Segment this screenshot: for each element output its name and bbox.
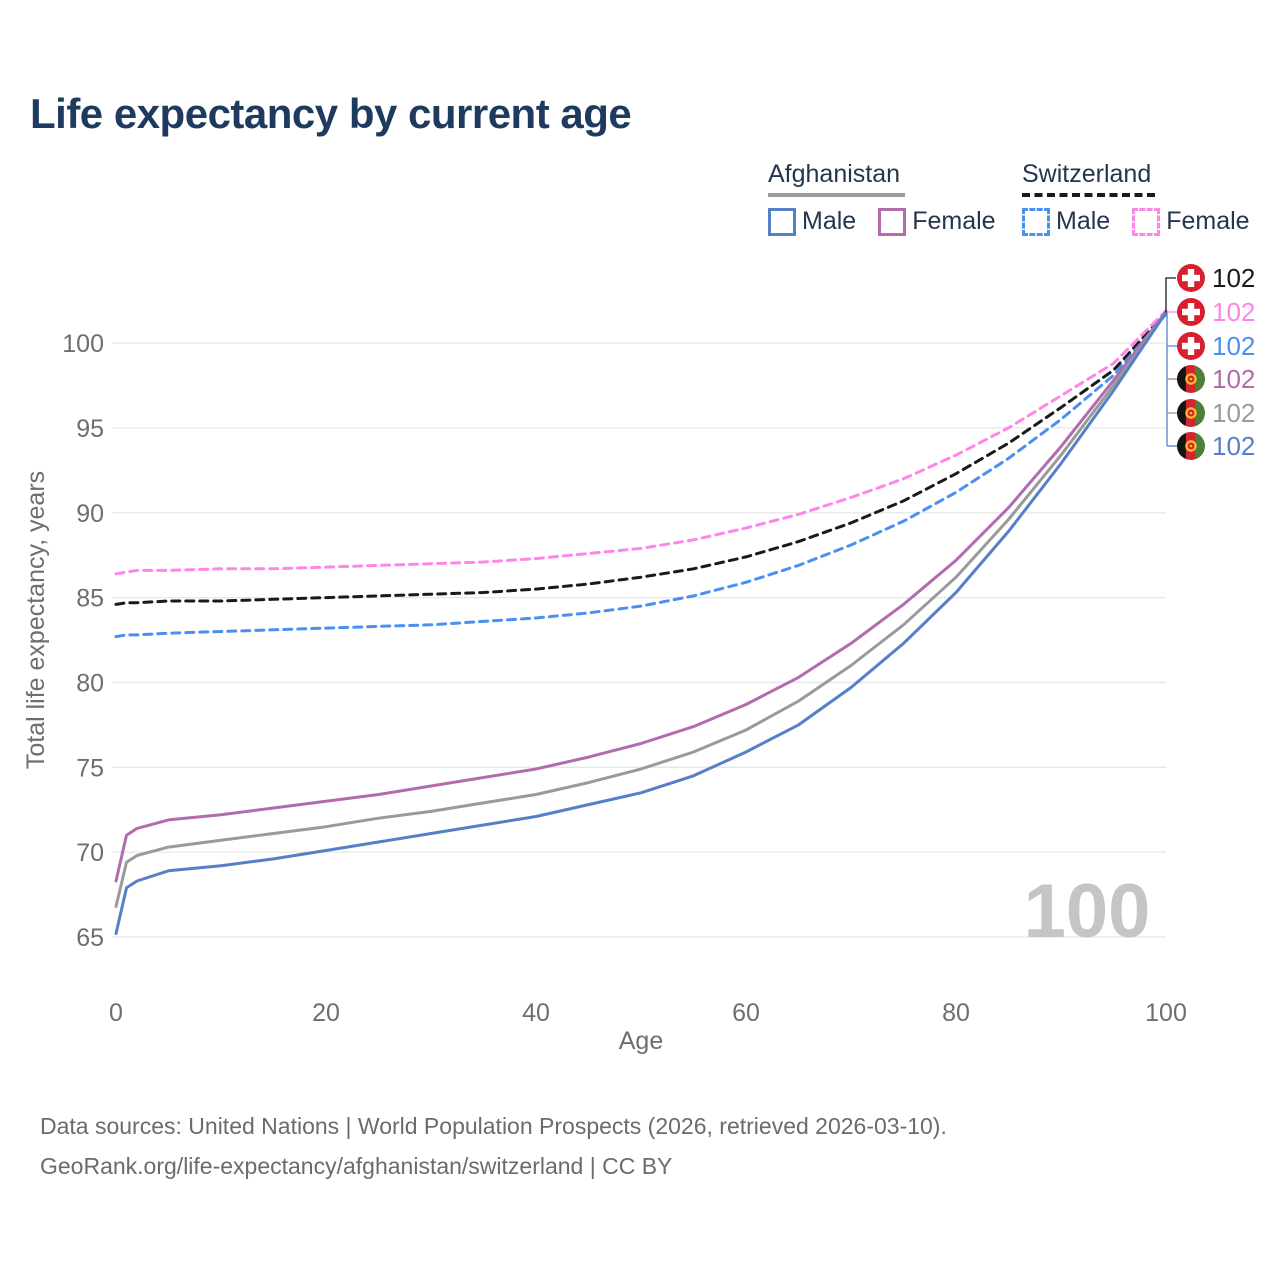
legend-country-switzerland[interactable]: Switzerland — [1022, 160, 1152, 188]
legend-group-afghanistan: Afghanistan Male Female — [768, 160, 996, 236]
leader-line — [1165, 277, 1176, 313]
end-value-label: 102 — [1212, 364, 1255, 394]
afghanistan-male-swatch — [768, 207, 796, 236]
switzerland-line-sample — [1022, 193, 1155, 197]
afghanistan-line-sample — [768, 193, 905, 197]
x-tick-label: 20 — [312, 999, 340, 1027]
series-line-switzerland-both-sexes — [114, 311, 1168, 606]
end-value-label: 102 — [1212, 297, 1255, 327]
legend-label: Female — [912, 207, 996, 235]
legend-item-afghanistan-male[interactable]: Male — [768, 207, 856, 236]
afghanistan-flag-icon — [1177, 365, 1205, 393]
x-axis-title: Age — [619, 1027, 663, 1055]
y-tick-label: 85 — [76, 585, 104, 613]
series-line-switzerland-male — [114, 312, 1168, 639]
legend-item-afghanistan-female[interactable]: Female — [878, 207, 996, 236]
end-value-label: 102 — [1212, 431, 1255, 461]
y-tick-label: 80 — [76, 669, 104, 697]
legend-item-switzerland-female[interactable]: Female — [1132, 207, 1250, 236]
x-tick-label: 80 — [942, 999, 970, 1027]
y-tick-label: 100 — [62, 330, 104, 358]
afghanistan-flag-icon — [1177, 399, 1205, 427]
switzerland-male-swatch — [1022, 207, 1050, 236]
legend-item-switzerland-male[interactable]: Male — [1022, 207, 1110, 236]
footer: Data sources: United Nations | World Pop… — [40, 1106, 947, 1186]
afghanistan-flag-icon — [1177, 432, 1205, 460]
series-line-switzerland-female — [114, 309, 1168, 576]
end-value-label: 102 — [1212, 263, 1255, 293]
legend-label: Female — [1166, 207, 1250, 235]
x-tick-label: 0 — [109, 999, 123, 1027]
legend-group-switzerland: Switzerland Male Female — [1022, 160, 1250, 236]
end-value-label: 102 — [1212, 331, 1255, 361]
x-tick-label: 60 — [732, 999, 760, 1027]
x-tick-label: 40 — [522, 999, 550, 1027]
switzerland-flag-icon — [1177, 332, 1205, 360]
legend-label: Male — [802, 207, 857, 235]
end-value-label: 102 — [1212, 398, 1255, 428]
switzerland-flag-icon — [1177, 264, 1205, 292]
footer-data-sources: Data sources: United Nations | World Pop… — [40, 1113, 947, 1139]
age-counter-watermark: 100 — [1024, 869, 1151, 954]
series-line-afghanistan-both-sexes — [114, 311, 1168, 908]
series-line-afghanistan-male — [114, 311, 1168, 936]
page-title: Life expectancy by current age — [30, 90, 632, 137]
x-tick-label: 100 — [1145, 999, 1187, 1027]
y-tick-label: 90 — [76, 500, 104, 528]
y-tick-label: 75 — [76, 754, 104, 782]
y-tick-label: 95 — [76, 415, 104, 443]
footer-attribution: GeoRank.org/life-expectancy/afghanistan/… — [40, 1153, 673, 1179]
legend-label: Male — [1056, 207, 1111, 235]
series-line-afghanistan-female — [114, 310, 1168, 883]
switzerland-female-swatch — [1132, 207, 1161, 236]
legend-country-afghanistan[interactable]: Afghanistan — [768, 160, 901, 188]
y-tick-label: 70 — [76, 839, 104, 867]
switzerland-flag-icon — [1177, 298, 1205, 326]
afghanistan-female-swatch — [878, 207, 907, 236]
y-tick-label: 65 — [76, 924, 104, 952]
y-axis-title: Total life expectancy, years — [22, 471, 50, 769]
